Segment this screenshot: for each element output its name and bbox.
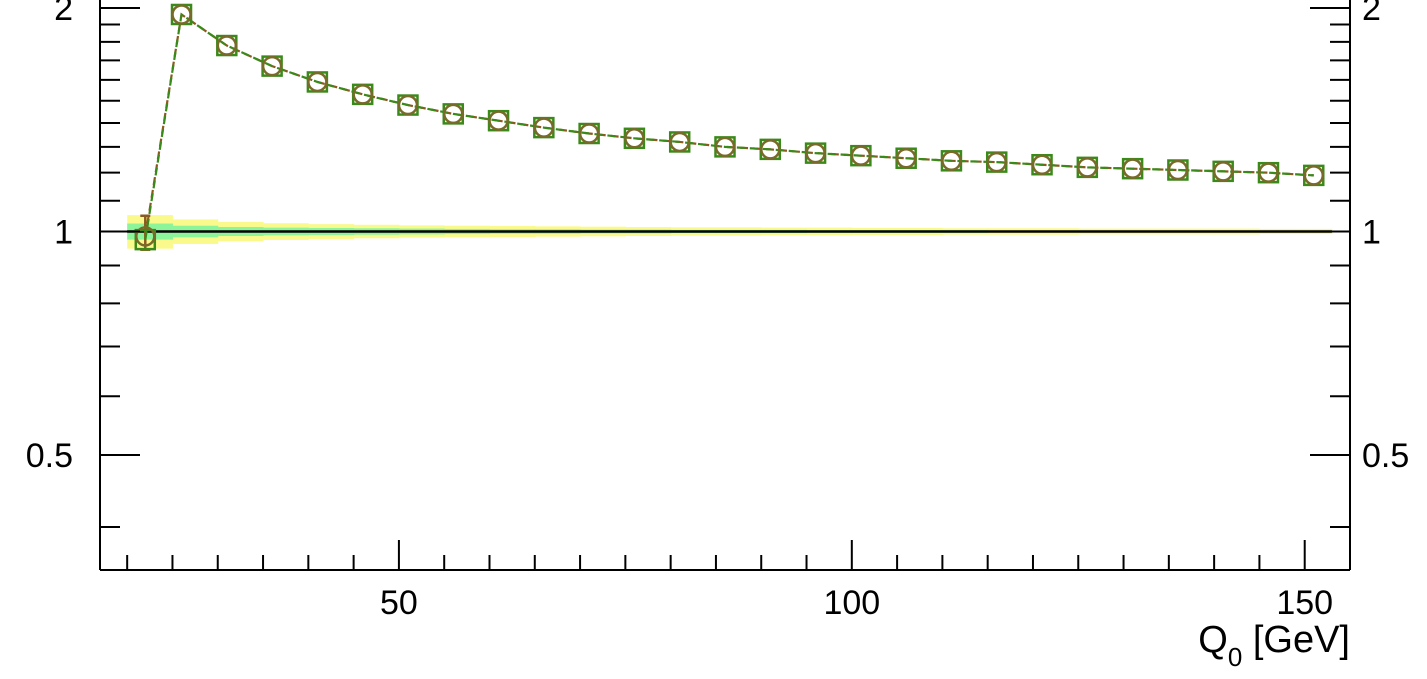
circle-marker	[986, 151, 1007, 173]
circle-marker	[760, 139, 781, 160]
circle-marker	[805, 142, 826, 164]
circle-marker	[1122, 158, 1143, 179]
axis-ticks	[100, 6, 1351, 570]
circle-marker	[397, 94, 419, 116]
axis-tick-labels: 0.5 0.5 1 1 2 2 50 100 150	[26, 0, 1410, 622]
x-tick-label: 50	[380, 584, 418, 622]
circle-marker	[171, 4, 192, 25]
x-tick-label: 150	[1276, 584, 1333, 622]
series-line	[144, 12, 1314, 240]
y-tick-label-left: 1	[54, 213, 73, 251]
circle-marker	[624, 128, 645, 149]
circle-marker	[352, 84, 373, 105]
circle-marker	[1031, 154, 1053, 175]
circle-marker	[578, 123, 600, 144]
circle-marker	[533, 117, 555, 138]
circle-marker	[1167, 159, 1189, 181]
series-line	[144, 12, 1314, 237]
y-tick-label-left: 0.5	[26, 437, 73, 475]
x-tick-label: 100	[823, 584, 880, 622]
y-tick-label-right: 0.5	[1362, 437, 1409, 475]
circle-marker	[135, 226, 156, 247]
circle-marker	[669, 131, 690, 153]
circle-marker	[1077, 157, 1098, 178]
circle-marker	[714, 136, 736, 158]
y-tick-label-right: 2	[1362, 0, 1381, 28]
circle-marker	[895, 147, 917, 169]
circle-marker	[261, 55, 283, 77]
circle-marker	[941, 150, 962, 172]
plot-frame	[99, 0, 1351, 571]
circle-marker	[1212, 161, 1234, 182]
circle-marker	[216, 35, 238, 56]
circle-marker	[1258, 162, 1279, 183]
series-group	[134, 3, 1325, 251]
y-tick-label-left: 2	[54, 0, 73, 28]
circle-marker	[307, 71, 328, 93]
circle-marker	[1303, 165, 1325, 186]
circle-marker	[850, 145, 872, 166]
y-tick-label-right: 1	[1362, 213, 1381, 251]
circle-marker	[488, 110, 509, 131]
circle-marker	[443, 103, 464, 125]
x-axis-title: Q0 [GeV]	[1198, 619, 1350, 672]
